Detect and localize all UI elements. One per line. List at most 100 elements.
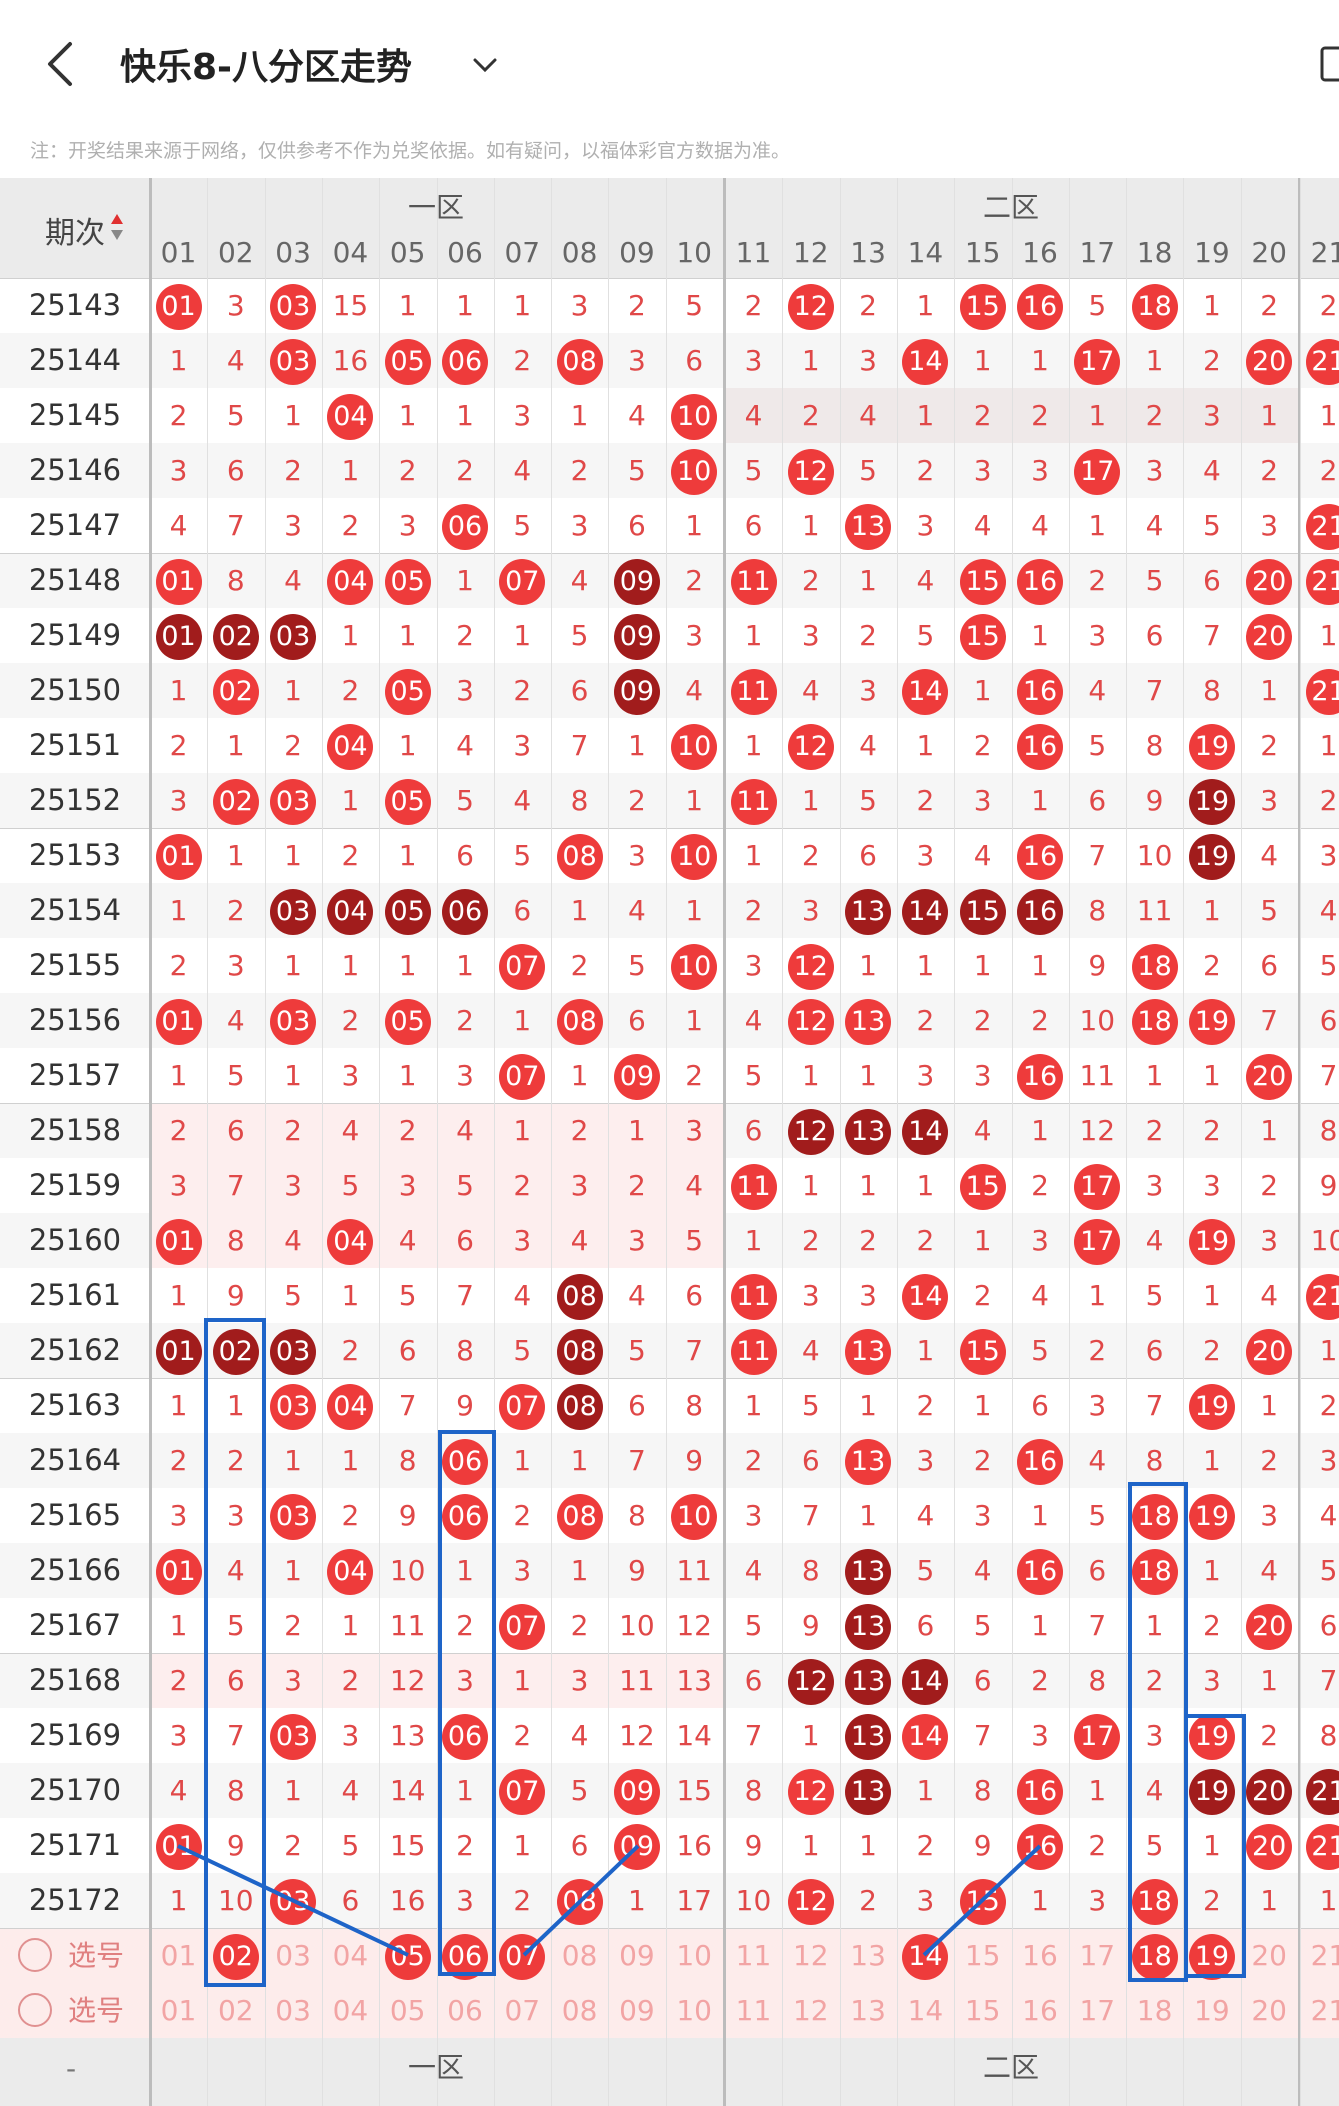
- column-divider: [1240, 178, 1242, 2106]
- miss-count: 3: [1088, 1389, 1107, 1422]
- footer-zone1-label: 一区: [407, 2051, 464, 2084]
- select-number-01[interactable]: 01: [160, 1994, 197, 2027]
- miss-count: 4: [1260, 1279, 1279, 1312]
- select-number-03[interactable]: 03: [275, 1939, 311, 1972]
- miss-count: 3: [284, 1664, 302, 1697]
- miss-count: 3: [1319, 839, 1338, 872]
- miss-count: 5: [341, 1829, 360, 1862]
- miss-count: 6: [1202, 564, 1221, 597]
- miss-count: 1: [513, 1444, 532, 1477]
- select-number-04[interactable]: 04: [332, 1994, 369, 2027]
- miss-count: 5: [226, 1059, 245, 1092]
- miss-count: 1: [744, 619, 763, 652]
- select-number-06[interactable]: 06: [437, 1928, 494, 1983]
- select-number-14[interactable]: 14: [897, 1928, 954, 1983]
- select-number-04[interactable]: 04: [332, 1939, 369, 1972]
- miss-count: 1: [169, 344, 188, 377]
- miss-count: 2: [513, 344, 532, 377]
- miss-count: 8: [226, 1224, 245, 1257]
- select-number-02[interactable]: 02: [207, 1928, 264, 1983]
- select-number-13[interactable]: 13: [850, 1939, 886, 1972]
- select-number-02[interactable]: 02: [217, 1994, 254, 2027]
- miss-count: 12: [676, 1609, 712, 1642]
- back-arrow-icon[interactable]: [30, 34, 90, 94]
- miss-count: 1: [916, 399, 935, 432]
- select-number-10[interactable]: 10: [676, 1994, 712, 2027]
- miss-count: 1: [513, 1114, 532, 1147]
- select-number-07[interactable]: 07: [504, 1994, 541, 2027]
- miss-count: 4: [744, 1554, 763, 1587]
- select-radio[interactable]: [18, 1938, 52, 1972]
- select-number-07[interactable]: 07: [494, 1928, 551, 1983]
- miss-count: 8: [1202, 674, 1221, 707]
- miss-count: 3: [973, 1499, 992, 1532]
- select-number-19[interactable]: 19: [1183, 1928, 1240, 1983]
- miss-count: 2: [973, 729, 992, 762]
- select-number-05[interactable]: 05: [389, 1994, 426, 2027]
- select-number-18[interactable]: 18: [1126, 1928, 1183, 1983]
- period-number: 25143: [28, 288, 122, 322]
- miss-count: 4: [570, 1224, 589, 1257]
- select-number-11[interactable]: 11: [735, 1939, 772, 1972]
- miss-count: 2: [284, 1114, 302, 1147]
- miss-count: 1: [513, 1004, 532, 1037]
- drawn-ball: 14: [897, 1708, 954, 1763]
- miss-count: 5: [1319, 949, 1338, 982]
- drawn-ball: 04: [322, 1213, 379, 1268]
- select-number-11[interactable]: 11: [735, 1994, 772, 2027]
- table-row: 25155 2 3 1 1 1 1 07 2 5 10 3 12 1 1 1 1 9 18 2 6 5: [0, 938, 1339, 993]
- drawn-ball: 01: [150, 1323, 207, 1378]
- miss-count: 1: [169, 1279, 188, 1312]
- select-number-12[interactable]: 12: [792, 1994, 829, 2027]
- select-number-17[interactable]: 17: [1079, 1994, 1116, 2027]
- select-number-15[interactable]: 15: [964, 1994, 1001, 2027]
- miss-count: 2: [1319, 784, 1338, 817]
- drawn-ball: 07: [494, 1598, 551, 1653]
- select-number-15[interactable]: 15: [964, 1939, 1001, 1972]
- drawn-ball: 16: [1012, 828, 1069, 883]
- select-number-05[interactable]: 05: [379, 1928, 436, 1983]
- select-number-16[interactable]: 16: [1022, 1939, 1058, 1972]
- select-number-09[interactable]: 09: [619, 1939, 655, 1972]
- sort-icon[interactable]: [110, 212, 124, 242]
- miss-count: 1: [973, 674, 992, 707]
- miss-count: 3: [513, 1224, 532, 1257]
- select-number-09[interactable]: 09: [619, 1994, 655, 2027]
- select-number-18[interactable]: 18: [1136, 1994, 1173, 2027]
- miss-count: 1: [1031, 344, 1049, 377]
- select-number-12[interactable]: 12: [792, 1939, 829, 1972]
- select-number-10[interactable]: 10: [676, 1939, 712, 1972]
- select-number-08[interactable]: 08: [561, 1939, 598, 1972]
- select-row: 选号 01 02 03 04 05 06 07 08 09 10 11 12 13 14 15 16 17 18 19…: [0, 1983, 1339, 2038]
- select-number-08[interactable]: 08: [561, 1994, 598, 2027]
- drawn-ball: 10: [666, 1488, 723, 1543]
- drawn-ball: 16: [1012, 883, 1069, 938]
- period-column-header[interactable]: 期次: [0, 178, 150, 278]
- select-number-01[interactable]: 01: [160, 1939, 197, 1972]
- select-number-16[interactable]: 16: [1022, 1994, 1058, 2027]
- select-radio[interactable]: [18, 1993, 52, 2027]
- group-divider: [0, 278, 1339, 279]
- select-number-14[interactable]: 14: [907, 1994, 944, 2027]
- miss-count: 1: [859, 1059, 877, 1092]
- miss-count: 7: [627, 1444, 646, 1477]
- select-number-19[interactable]: 19: [1194, 1994, 1230, 2027]
- select-number-03[interactable]: 03: [275, 1994, 311, 2027]
- miss-count: 1: [627, 1884, 646, 1917]
- select-number-13[interactable]: 13: [850, 1994, 886, 2027]
- select-label: 选号: [68, 1994, 125, 2027]
- miss-count: 2: [1031, 1664, 1049, 1697]
- select-number-20[interactable]: 20: [1251, 1994, 1287, 2027]
- miss-count: 2: [916, 1004, 935, 1037]
- device-icon[interactable]: [1320, 46, 1339, 84]
- select-number-21[interactable]: 21: [1310, 1939, 1339, 1972]
- select-number-21[interactable]: 21: [1310, 1994, 1339, 2027]
- miss-count: 1: [226, 729, 245, 762]
- miss-count: 3: [570, 1664, 589, 1697]
- chevron-down-icon[interactable]: [470, 50, 500, 80]
- select-number-20[interactable]: 20: [1251, 1939, 1287, 1972]
- miss-count: 3: [973, 784, 992, 817]
- select-number-17[interactable]: 17: [1079, 1939, 1116, 1972]
- drawn-ball: 06: [437, 1488, 494, 1543]
- select-number-06[interactable]: 06: [447, 1994, 483, 2027]
